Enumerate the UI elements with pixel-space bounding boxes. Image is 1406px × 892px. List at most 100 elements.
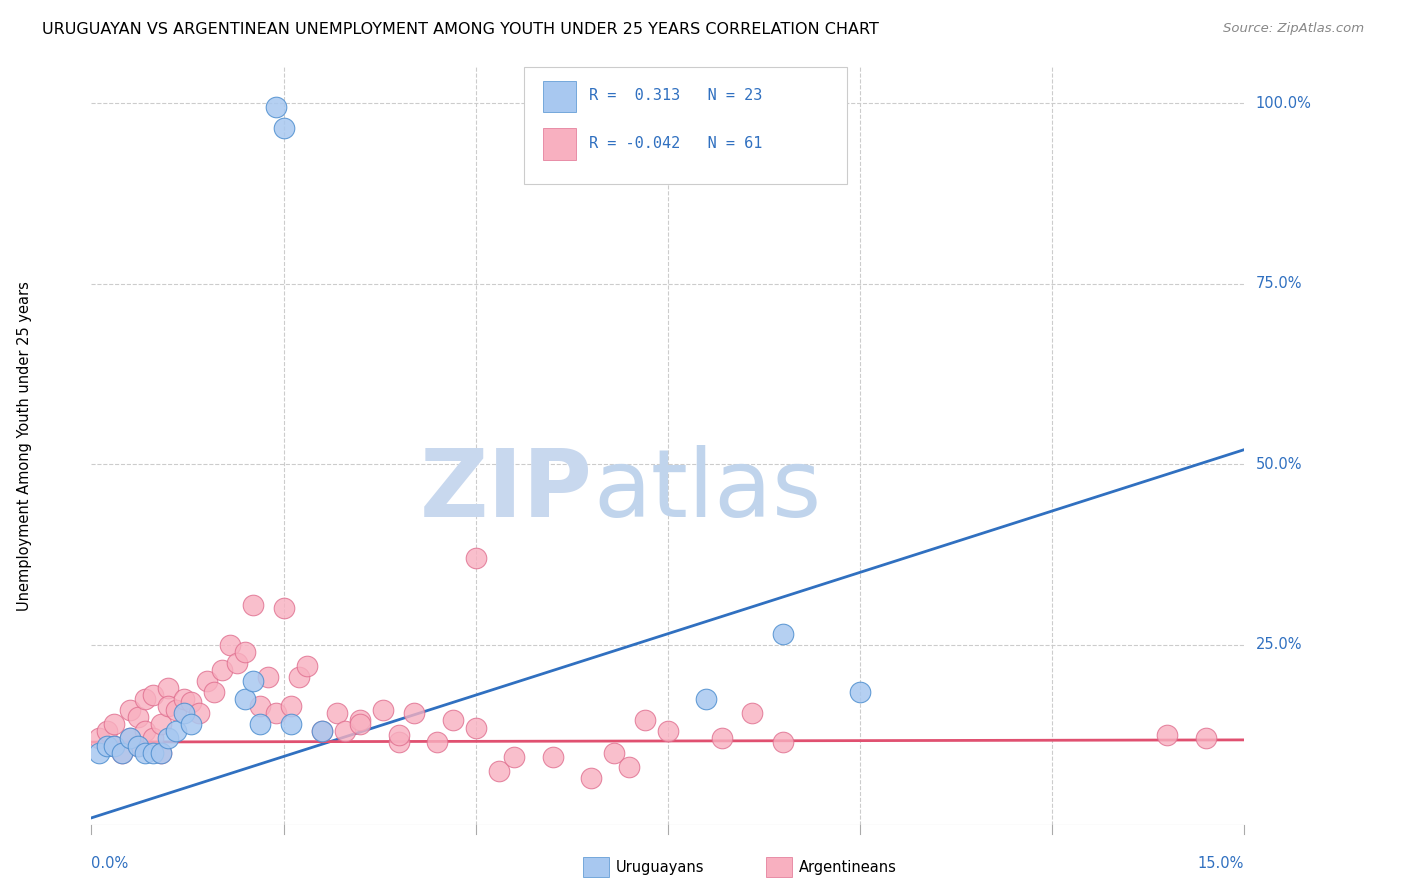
Point	[127, 739, 149, 753]
Point	[464, 550, 486, 565]
Point	[134, 746, 156, 760]
Text: Source: ZipAtlas.com: Source: ZipAtlas.com	[1223, 22, 1364, 36]
Text: 75.0%: 75.0%	[1256, 276, 1302, 291]
Point	[264, 706, 287, 721]
Point	[488, 764, 510, 778]
Point	[165, 702, 187, 716]
Point	[1156, 728, 1178, 742]
Point	[634, 714, 657, 728]
Text: 25.0%: 25.0%	[1256, 637, 1302, 652]
Text: URUGUAYAN VS ARGENTINEAN UNEMPLOYMENT AMONG YOUTH UNDER 25 YEARS CORRELATION CHA: URUGUAYAN VS ARGENTINEAN UNEMPLOYMENT AM…	[42, 22, 879, 37]
Point	[180, 695, 202, 709]
Point	[441, 714, 464, 728]
Text: Argentineans: Argentineans	[799, 860, 897, 874]
Text: R = -0.042   N = 61: R = -0.042 N = 61	[589, 136, 763, 151]
Point	[157, 698, 180, 713]
Point	[349, 717, 371, 731]
Point	[103, 739, 125, 753]
Point	[249, 698, 271, 713]
Point	[134, 724, 156, 739]
Point	[772, 735, 794, 749]
Point	[87, 746, 110, 760]
Point	[111, 746, 134, 760]
Point	[103, 717, 125, 731]
Point	[142, 746, 165, 760]
Point	[741, 706, 763, 721]
Point	[195, 673, 218, 688]
Point	[149, 746, 172, 760]
Point	[349, 714, 371, 728]
Point	[333, 724, 356, 739]
Point	[311, 724, 333, 739]
Point	[541, 749, 564, 764]
FancyBboxPatch shape	[543, 128, 575, 161]
Point	[157, 681, 180, 695]
Text: 15.0%: 15.0%	[1198, 855, 1244, 871]
Point	[1195, 731, 1218, 746]
Point	[404, 706, 426, 721]
Point	[173, 706, 195, 721]
Point	[503, 749, 526, 764]
Text: Unemployment Among Youth under 25 years: Unemployment Among Youth under 25 years	[17, 281, 32, 611]
Point	[388, 728, 411, 742]
Point	[233, 645, 256, 659]
Point	[118, 731, 141, 746]
Point	[202, 684, 225, 698]
Point	[96, 739, 118, 753]
Point	[257, 670, 280, 684]
Point	[111, 746, 134, 760]
Point	[103, 739, 125, 753]
Text: Uruguayans: Uruguayans	[616, 860, 704, 874]
FancyBboxPatch shape	[523, 67, 846, 185]
Point	[149, 717, 172, 731]
Point	[173, 691, 195, 706]
Point	[149, 746, 172, 760]
Point	[710, 731, 733, 746]
Point	[273, 601, 295, 615]
Point	[619, 760, 641, 774]
Point	[326, 706, 349, 721]
Text: ZIP: ZIP	[420, 445, 593, 538]
Point	[426, 735, 449, 749]
Point	[280, 717, 302, 731]
Point	[264, 100, 287, 114]
Point	[388, 735, 411, 749]
Point	[603, 746, 626, 760]
FancyBboxPatch shape	[543, 80, 575, 112]
Point	[280, 698, 302, 713]
Point	[211, 663, 233, 677]
Text: R =  0.313   N = 23: R = 0.313 N = 23	[589, 88, 763, 103]
Point	[218, 638, 240, 652]
Point	[118, 702, 141, 716]
Point	[127, 710, 149, 724]
Point	[849, 684, 872, 698]
Point	[226, 656, 249, 670]
Text: atlas: atlas	[593, 445, 821, 538]
Point	[311, 724, 333, 739]
Point	[165, 724, 187, 739]
Point	[288, 670, 311, 684]
Point	[142, 731, 165, 746]
Point	[233, 691, 256, 706]
Point	[242, 598, 264, 612]
Point	[772, 626, 794, 640]
Text: 0.0%: 0.0%	[91, 855, 128, 871]
Point	[180, 717, 202, 731]
Point	[295, 659, 318, 673]
Point	[96, 724, 118, 739]
Point	[695, 691, 717, 706]
Point	[242, 673, 264, 688]
Text: 50.0%: 50.0%	[1256, 457, 1302, 472]
Point	[157, 731, 180, 746]
Point	[579, 771, 602, 785]
Point	[127, 739, 149, 753]
Point	[464, 721, 486, 735]
Point	[188, 706, 211, 721]
Point	[373, 702, 395, 716]
Point	[118, 731, 141, 746]
Point	[142, 688, 165, 702]
Point	[273, 121, 295, 136]
Point	[657, 724, 679, 739]
Point	[249, 717, 271, 731]
Point	[134, 691, 156, 706]
